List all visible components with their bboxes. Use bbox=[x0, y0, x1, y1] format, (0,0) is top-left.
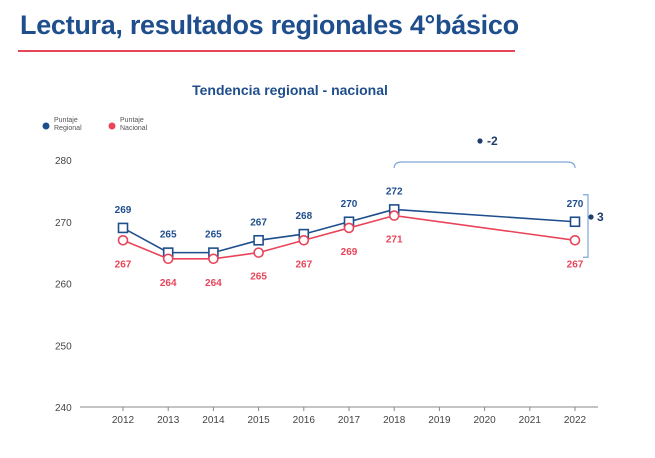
annotation-gap-2022: 3 bbox=[597, 210, 604, 224]
data-point-nacional bbox=[208, 253, 219, 265]
data-label-nacional: 264 bbox=[205, 278, 222, 289]
data-label-regional: 272 bbox=[386, 186, 403, 197]
y-tick-label: 260 bbox=[55, 280, 72, 291]
bracket-gap-2022 bbox=[583, 194, 589, 258]
x-tick-label: 2017 bbox=[338, 415, 361, 426]
legend-label-nacional-line2: Nacional bbox=[120, 125, 148, 132]
data-label-nacional: 271 bbox=[386, 235, 403, 246]
data-point-nacional bbox=[253, 247, 264, 258]
data-point-nacional bbox=[162, 253, 174, 265]
x-tick-label: 2021 bbox=[519, 415, 542, 426]
y-tick-label: 240 bbox=[55, 403, 72, 414]
data-point-nacional bbox=[343, 222, 355, 234]
bracket-2018-2022 bbox=[393, 161, 576, 169]
data-point-nacional bbox=[388, 210, 400, 221]
data-point-nacional bbox=[569, 234, 581, 246]
annotation-bullet-change bbox=[477, 138, 483, 144]
page-title: Lectura, resultados regionales 4°básico bbox=[20, 10, 519, 40]
x-tick-label: 2013 bbox=[157, 415, 180, 426]
legend-label-regional-line2: Regional bbox=[54, 125, 82, 132]
y-tick-label: 250 bbox=[55, 341, 72, 352]
data-label-nacional: 264 bbox=[160, 278, 177, 289]
data-label-nacional: 269 bbox=[341, 247, 358, 258]
data-label-nacional: 267 bbox=[295, 259, 312, 270]
series-line-nacional bbox=[122, 214, 576, 260]
annotation-bullet-gap bbox=[588, 214, 594, 220]
legend-label-regional-line1: Puntaje bbox=[54, 117, 78, 124]
chart-title: Tendencia regional - nacional bbox=[192, 82, 388, 98]
data-label-regional: 268 bbox=[295, 211, 312, 222]
x-tick-label: 2018 bbox=[383, 415, 406, 426]
data-point-regional bbox=[253, 234, 264, 246]
data-label-regional: 269 bbox=[115, 205, 132, 216]
data-label-regional: 265 bbox=[205, 230, 222, 241]
data-label-nacional: 265 bbox=[250, 272, 267, 283]
legend-marker-regional bbox=[42, 122, 50, 130]
title-divider bbox=[18, 50, 515, 52]
series-line-regional bbox=[122, 208, 576, 254]
x-tick-label: 2019 bbox=[428, 415, 451, 426]
data-label-regional: 270 bbox=[567, 199, 584, 210]
x-tick-label: 2015 bbox=[247, 415, 270, 426]
x-tick-label: 2016 bbox=[293, 415, 316, 426]
data-point-nacional bbox=[298, 234, 310, 246]
x-tick-label: 2022 bbox=[564, 415, 587, 426]
y-tick-label: 280 bbox=[55, 156, 72, 167]
data-label-regional: 267 bbox=[250, 217, 267, 228]
data-point-nacional bbox=[117, 234, 129, 246]
x-tick-label: 2012 bbox=[112, 415, 135, 426]
data-point-regional bbox=[569, 216, 581, 228]
data-label-nacional: 267 bbox=[115, 259, 132, 270]
data-label-regional: 265 bbox=[160, 230, 177, 241]
annotation-change-2018-2022: -2 bbox=[487, 134, 498, 148]
data-label-regional: 270 bbox=[341, 199, 358, 210]
y-tick-label: 270 bbox=[55, 218, 72, 229]
data-point-regional bbox=[117, 222, 129, 234]
legend-marker-nacional bbox=[108, 122, 116, 130]
data-label-nacional: 267 bbox=[567, 259, 584, 270]
legend-label-nacional-line1: Puntaje bbox=[120, 117, 144, 124]
x-tick-label: 2014 bbox=[202, 415, 225, 426]
x-tick-label: 2020 bbox=[473, 415, 496, 426]
